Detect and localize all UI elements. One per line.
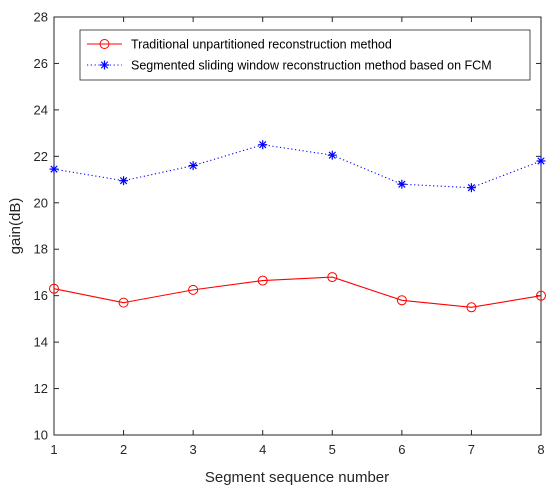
series-1-point-shape [257,275,268,286]
series-1-line [53,276,542,308]
y-tick-label: 18 [34,242,48,257]
series-2-point [258,140,268,150]
y-tick-label: 12 [34,381,48,396]
legend-item-2-marker-stroke-3 [100,61,109,69]
series-1-point-shape [396,295,407,306]
series-2-point-stroke-3 [398,180,406,188]
y-axis: 10 12 14 16 18 20 22 24 26 28 [34,10,541,443]
x-axis-title: Segment sequence number [205,469,389,486]
series-1 [49,272,546,313]
series-1-point-shape [188,284,199,295]
legend-item-2-label: Segmented sliding window reconstruction … [131,59,492,73]
legend-item-1-marker-shape [99,39,110,49]
series-1-point [466,302,477,313]
series-1-point-shape [327,272,338,283]
series-2-point [188,161,198,171]
series-2-point [466,183,476,193]
plot-area [53,16,542,436]
y-tick-label: 10 [34,428,48,443]
y-tick-label: 16 [34,288,48,303]
x-tick-label: 8 [537,442,544,457]
series-2 [49,140,546,193]
legend-item-1-label: Traditional unpartitioned reconstruction… [131,38,392,52]
x-tick-label: 7 [468,442,475,457]
series-2-point [119,176,129,186]
series-1-point [257,275,268,286]
series-2-point-stroke-3 [537,157,545,165]
x-tick-label: 1 [50,442,57,457]
series-2-point-stroke-3 [328,151,336,159]
legend-item-2: Segmented sliding window reconstruction … [87,59,492,73]
legend-items: Traditional unpartitioned reconstruction… [87,38,492,73]
series-2-point [397,179,407,189]
series-2-line [53,144,542,189]
series-2-point [536,156,546,166]
series-1-point [536,290,546,301]
series-layer [49,140,546,313]
legend: Traditional unpartitioned reconstruction… [79,29,531,81]
series-2-point [327,150,337,160]
series-2-point-stroke-3 [119,177,128,185]
series-2-point-stroke-3 [259,141,267,149]
legend-item-1-marker [99,39,110,49]
series-2-point-stroke-3 [189,161,197,170]
series-2-point-stroke-3 [50,165,58,173]
y-tick-label: 22 [34,149,48,164]
x-tick-label: 3 [190,442,197,457]
x-axis: 1 2 3 4 5 6 7 8 [50,17,545,457]
y-tick-label: 24 [34,102,48,117]
x-tick-label: 4 [259,442,266,457]
series-2-point-stroke-3 [467,184,476,192]
series-1-point [49,283,59,294]
x-tick-label: 6 [398,442,405,457]
x-tick-label: 2 [120,442,127,457]
series-1-point [327,272,338,283]
y-axis-title: gain(dB) [7,198,24,255]
series-1-point [396,295,407,306]
series-1-point [118,297,129,308]
series-1-point-shape [49,283,59,294]
y-tick-label: 20 [34,195,48,210]
series-1-point-shape [118,297,129,308]
legend-item-2-marker [100,60,109,70]
y-tick-label: 14 [34,335,48,350]
y-tick-label: 28 [34,10,48,25]
series-1-point-shape [536,290,546,301]
series-2-point [49,164,59,174]
legend-item-1: Traditional unpartitioned reconstruction… [87,38,392,52]
legend-box [79,29,531,81]
x-tick-label: 5 [329,442,336,457]
series-1-point-shape [466,302,477,313]
y-tick-label: 26 [34,56,48,71]
series-1-point [188,284,199,295]
